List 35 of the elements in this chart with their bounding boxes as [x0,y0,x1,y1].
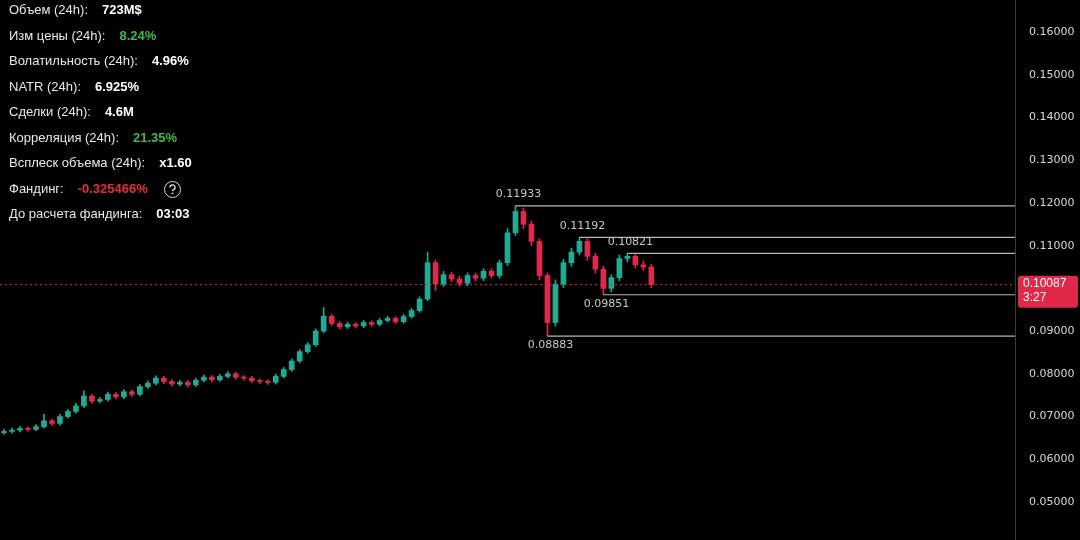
y-tick-label: 0.16000 [1029,24,1075,38]
annotation: Объем (24h): [9,1,88,19]
y-tick-label: 0.15000 [1029,67,1075,81]
annotation: Изм цены (24h): [9,26,106,45]
annotation: Сделки (24h): [9,103,91,121]
annotation: Волатильность (24h): [9,52,138,70]
annotation: 0.11192 [559,218,606,232]
annotation: 21.35% [133,128,178,147]
annotation: 0.10821 [607,234,654,248]
y-tick-label: 0.12000 [1029,195,1075,209]
y-tick-label: 0.11000 [1029,238,1075,252]
annotation: 4.96% [151,52,189,70]
y-tick-label: 0.13000 [1029,153,1075,167]
annotation: 8.24% [119,26,157,45]
annotation: 4.6M [104,103,134,121]
annotation: 0.09851 [583,297,630,311]
annotation: Всплеск объема (24h): [9,154,146,172]
annotation: 723M$ [102,1,142,19]
annotation: Корреляция (24h): [9,128,120,147]
annotation: -0.325466% [77,179,148,198]
annotation: До расчета фандинга: [9,205,143,223]
annotation: 0.08883 [527,338,574,352]
annotation: 03:03 [156,205,190,223]
annotation: NATR (24h): [9,77,81,96]
y-tick-label: 0.07000 [1029,409,1075,423]
y-tick-label: 0.08000 [1029,366,1075,380]
y-tick-label: 0.14000 [1029,110,1075,124]
annotation: 0.11933 [495,187,542,201]
y-tick-label: 0.05000 [1029,494,1075,508]
annotation: x1.60 [159,154,192,172]
y-tick-label: 0.06000 [1029,452,1075,466]
annotation: 6.925% [95,77,140,96]
annotation: Фандинг: [9,179,64,198]
ref-line-label: 0.10087 3:27 [1023,275,1067,304]
y-tick-label: 0.09000 [1029,323,1075,337]
